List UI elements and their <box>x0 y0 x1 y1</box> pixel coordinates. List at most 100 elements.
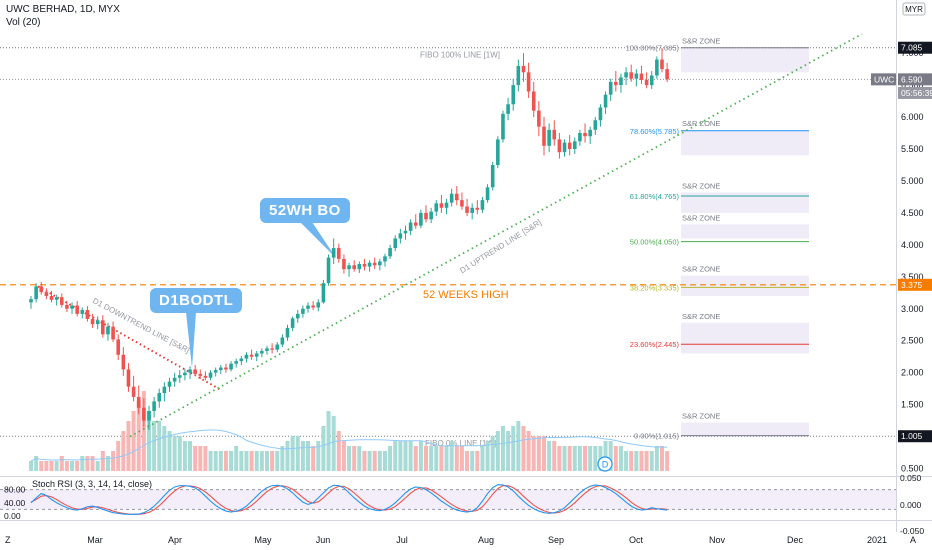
volume-bar <box>306 441 311 471</box>
candle-body <box>434 203 439 212</box>
candle-body <box>639 73 644 80</box>
price-axis-label-text: 7.085 <box>901 43 923 53</box>
volume-bar <box>377 451 382 471</box>
volume-bar <box>70 461 75 471</box>
volume-bar <box>357 446 362 471</box>
volume-bar <box>634 451 639 471</box>
candle-body <box>347 265 351 270</box>
volume-bar <box>577 446 582 471</box>
candle-body <box>593 120 598 130</box>
volume-bar <box>593 446 598 471</box>
candle-body <box>634 73 639 79</box>
price-axis-label <box>898 41 932 54</box>
stoch-rsi-legend: Stoch RSI (3, 3, 14, 14, close) <box>32 479 153 489</box>
candle-body <box>614 81 618 86</box>
volume-bar <box>80 456 85 471</box>
volume-bar <box>367 451 372 471</box>
fibo-top-label: FIBO 100% LINE [1W] <box>420 51 500 60</box>
sr-zone <box>681 224 809 239</box>
candle-body <box>44 292 49 296</box>
volume-bar <box>34 456 39 471</box>
candle-body <box>470 207 474 213</box>
volume-bar <box>413 446 418 471</box>
stoch-right-tick: 0.050 <box>900 473 922 483</box>
volume-bar <box>603 441 608 471</box>
volume-bar <box>393 441 398 471</box>
volume-bar <box>608 441 613 471</box>
volume-bar <box>223 451 228 471</box>
volume-bar <box>372 451 377 471</box>
candle-body <box>655 59 659 76</box>
volume-bar <box>146 411 151 471</box>
candle-body <box>352 265 356 270</box>
candle-body <box>306 305 310 309</box>
volume-bar <box>59 456 64 471</box>
price-axis-label <box>898 278 932 291</box>
candle-body <box>624 72 628 78</box>
volume-bar <box>177 436 182 471</box>
volume-bar <box>49 461 54 471</box>
price-tick: 4.500 <box>901 208 924 218</box>
volume-bar <box>141 391 146 471</box>
volume-bar <box>264 451 269 471</box>
price-tick: 4.000 <box>901 240 924 250</box>
volume-legend: Vol (20) <box>6 17 41 28</box>
volume-bar <box>418 441 423 471</box>
candle-body <box>424 212 428 220</box>
candle-body <box>162 386 167 394</box>
price-tick: 2.000 <box>901 368 924 378</box>
stoch-right-tick: -0.050 <box>900 526 924 536</box>
volume-bar <box>500 426 505 471</box>
price-axis-label-text: 6.590 <box>901 74 923 84</box>
candle-body <box>526 72 531 92</box>
volume-bar <box>254 451 259 471</box>
candle-body <box>398 233 403 239</box>
volume-bar <box>511 426 516 471</box>
price-axis-label <box>898 86 932 99</box>
candle-body <box>367 262 372 267</box>
sr-zone <box>681 322 809 354</box>
volume-bar <box>280 446 285 471</box>
candle-body <box>475 207 480 210</box>
fib-level-label: 100.00%(7.085) <box>626 44 680 53</box>
candle-body <box>326 257 331 284</box>
volume-bar <box>526 431 531 471</box>
currency-label: MYR <box>905 5 923 14</box>
stoch-left-tick: 0.00 <box>4 511 21 521</box>
volume-bar <box>157 421 162 471</box>
volume-bar <box>465 451 470 471</box>
downtrend-line <box>37 285 223 392</box>
candle-body <box>501 113 505 140</box>
volume-bar <box>665 451 670 471</box>
candle-body <box>644 79 649 86</box>
price-axis-label-text: 3.375 <box>901 280 923 290</box>
volume-bar <box>398 441 403 471</box>
volume-bar <box>439 446 444 471</box>
volume-bar <box>382 451 387 471</box>
volume-bar <box>203 446 208 471</box>
sr-zone-label: S&R ZONE <box>682 181 720 190</box>
volume-bar <box>121 431 126 471</box>
volume-bar <box>116 441 121 471</box>
time-axis-label: Aug <box>478 535 494 545</box>
candle-body <box>229 363 233 370</box>
fib-level-label: 38.20%(3.335) <box>630 283 680 292</box>
sr-zone-label: S&R ZONE <box>682 312 720 321</box>
time-axis-label: Nov <box>709 535 726 545</box>
candle-body <box>39 286 44 293</box>
volume-bar <box>475 451 480 471</box>
candle-body <box>172 377 177 382</box>
volume-bar <box>234 446 239 471</box>
candle-body <box>90 318 95 325</box>
candle-body <box>95 320 100 325</box>
volume-bar <box>562 446 567 471</box>
weeks-high-label: 52 WEEKS HIGH <box>423 289 509 301</box>
sr-zone-label: S&R ZONE <box>682 37 720 46</box>
sr-zone <box>681 422 809 437</box>
volume-bar <box>208 451 213 471</box>
fib-level-label: 78.60%(5.785) <box>630 127 680 136</box>
stoch-left-tick: 80.00 <box>4 485 26 495</box>
fib-level-label: 0.00%(1.015) <box>634 432 680 441</box>
volume-bar <box>347 446 352 471</box>
